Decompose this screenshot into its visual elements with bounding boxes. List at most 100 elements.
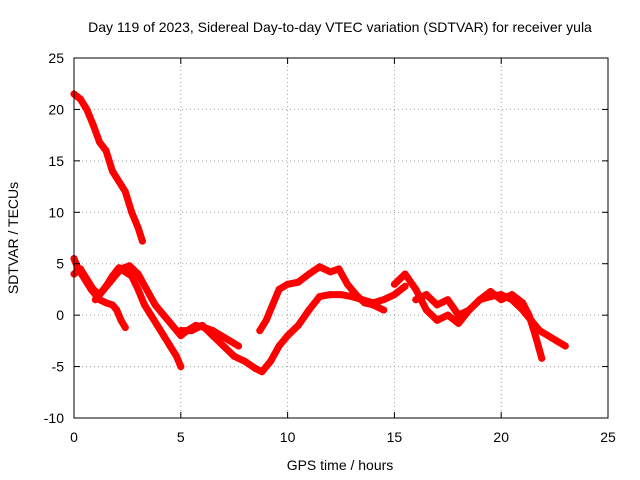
data-point [76,265,84,273]
data-point [115,177,123,185]
data-point [412,296,420,304]
data-point [235,342,242,350]
data-point [102,147,110,155]
data-point [422,306,430,314]
data-point [117,316,125,324]
y-tick-label: 10 [48,204,64,220]
data-point [143,285,151,293]
data-point [168,321,176,329]
data-point [361,299,368,307]
data-point [141,301,148,309]
data-point [337,291,345,299]
data-point [258,368,266,376]
x-tick-label: 20 [493,429,509,445]
data-point [553,337,561,345]
data-point [267,357,274,365]
data-point [160,332,168,340]
data-point [275,285,283,293]
data-point [108,275,116,283]
data-point [177,327,185,335]
y-tick-label: 15 [48,153,64,169]
series-line-track-1 [70,90,146,245]
data-point [151,301,159,309]
data-point [269,301,277,309]
data-point [134,270,142,278]
data-point [83,275,91,283]
data-point [117,265,125,273]
data-point [209,332,217,340]
data-point [412,285,420,293]
data-point [401,282,409,290]
data-point [108,301,116,309]
grid [74,58,608,418]
data-point [369,301,377,309]
data-point [531,332,539,340]
data-point [220,342,227,350]
y-tick-label: 0 [56,307,64,323]
chart-title: Day 119 of 2023, Sidereal Day-to-day VTE… [88,19,592,35]
data-point [305,306,313,314]
data-point [326,291,334,299]
data-point [487,288,494,295]
data-point [262,316,270,324]
y-tick-label: -10 [44,410,64,426]
data-point [134,224,142,232]
data-point [177,363,185,371]
data-point [390,291,398,299]
data-point [352,291,360,299]
x-tick-label: 15 [387,429,403,445]
data-point [316,293,324,301]
data-point [561,342,569,350]
data-point [121,188,129,196]
data-series [70,90,569,376]
data-point [121,324,129,331]
data-point [422,291,430,299]
data-point [455,311,462,319]
y-tick-label: 20 [48,101,64,117]
data-point [326,268,334,276]
data-point [153,321,161,329]
data-point [476,296,484,304]
data-point [538,354,546,362]
data-point [316,263,324,271]
data-point [134,285,142,293]
data-point [305,270,313,278]
data-point [230,352,238,360]
x-tick-label: 0 [70,429,78,445]
y-tick-label: 5 [56,256,64,272]
data-point [525,311,533,319]
data-point [108,167,116,175]
data-point [252,365,260,373]
data-point [519,299,527,307]
data-point [128,208,136,216]
data-point [455,319,462,327]
data-point [102,299,110,307]
data-point [126,262,133,270]
data-point [226,337,234,345]
data-point [497,296,505,304]
data-point [89,285,97,293]
data-point [256,327,264,335]
data-point [173,352,180,360]
data-point [294,321,302,329]
data-point [390,280,398,288]
data-point [138,237,146,245]
y-axis-label: SDTVAR / TECUs [5,182,21,294]
data-point [465,306,473,314]
data-point [343,280,351,288]
plot-frame [73,57,609,419]
x-tick-label: 10 [280,429,296,445]
data-point [444,296,452,304]
data-point [160,311,168,319]
data-point [89,121,97,129]
data-point [284,332,292,340]
data-point [380,296,388,304]
data-point [83,105,91,113]
data-point [544,332,552,340]
data-point [275,342,283,350]
data-point [444,311,452,319]
data-point [380,306,388,314]
data-point [401,270,409,278]
data-point [96,138,104,146]
data-point [284,280,292,288]
